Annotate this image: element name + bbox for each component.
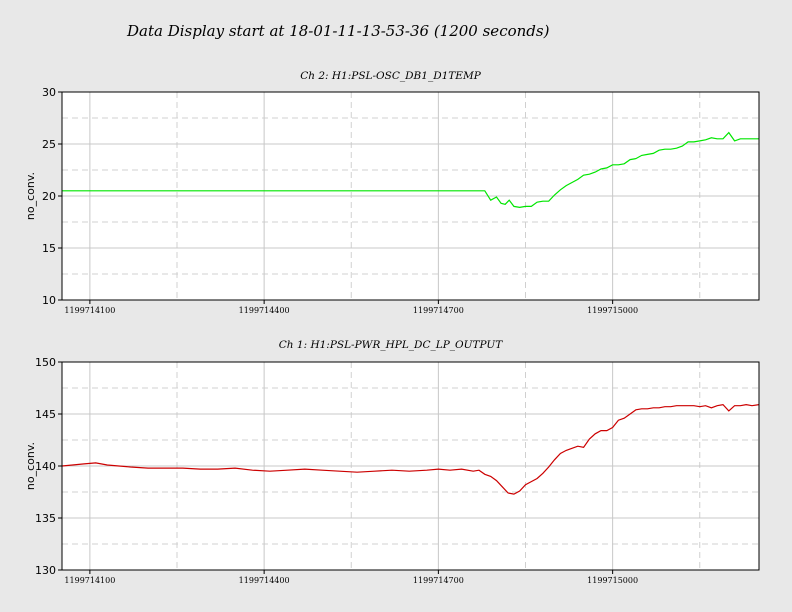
- panel-1: 10 15 20 25 30 1199714100 1199714400 1199714700…: [24, 70, 760, 315]
- panel-1-y-tick-label: 10: [42, 294, 56, 307]
- panel-2-y-tick-label: 135: [35, 512, 56, 525]
- panel-1-title: Ch 2: H1:PSL-OSC_DB1_D1TEMP: [300, 70, 482, 82]
- panel-1-x-tick-label: 1199714700: [413, 306, 464, 315]
- panel-1-x-tick-label: 1199715000: [587, 306, 638, 315]
- page-title: Data Display start at 18-01-11-13-53-36 …: [127, 22, 550, 40]
- panel-2-y-tick-label: 140: [35, 460, 56, 473]
- panel-2-series-line-1: [61, 403, 760, 495]
- panel-2-y-axis-label: no_conv.: [24, 442, 37, 490]
- panel-1-series-line-1: [62, 131, 759, 209]
- panel-2-x-tick-label: 1199714700: [413, 576, 464, 585]
- panel-2: 130 135 140 145 150 1199714100 1199714400 11997…: [24, 339, 760, 585]
- panel-2-x-tick-label: 1199715000: [587, 576, 638, 585]
- panel-2-x-tick-label: 1199714400: [239, 576, 290, 585]
- panel-2-y-tick-label: 130: [35, 564, 56, 577]
- panel-2-x-tick-label: 1199714100: [64, 576, 115, 585]
- panel-1-y-tick-label: 25: [42, 138, 56, 151]
- panel-1-x-tick-label: 1199714100: [64, 306, 115, 315]
- panel-1-y-tick-label: 20: [42, 190, 56, 203]
- panel-2-y-tick-label: 145: [35, 408, 56, 421]
- panel-1-y-tick-label: 30: [42, 86, 56, 99]
- panel-1-y-axis-label: no_conv.: [24, 172, 37, 220]
- panel-2-y-tick-label: 150: [35, 356, 56, 369]
- panel-1-y-tick-label: 15: [42, 242, 56, 255]
- panel-2-title: Ch 1: H1:PSL-PWR_HPL_DC_LP_OUTPUT: [279, 339, 503, 351]
- panel-1-x-tick-label: 1199714400: [239, 306, 290, 315]
